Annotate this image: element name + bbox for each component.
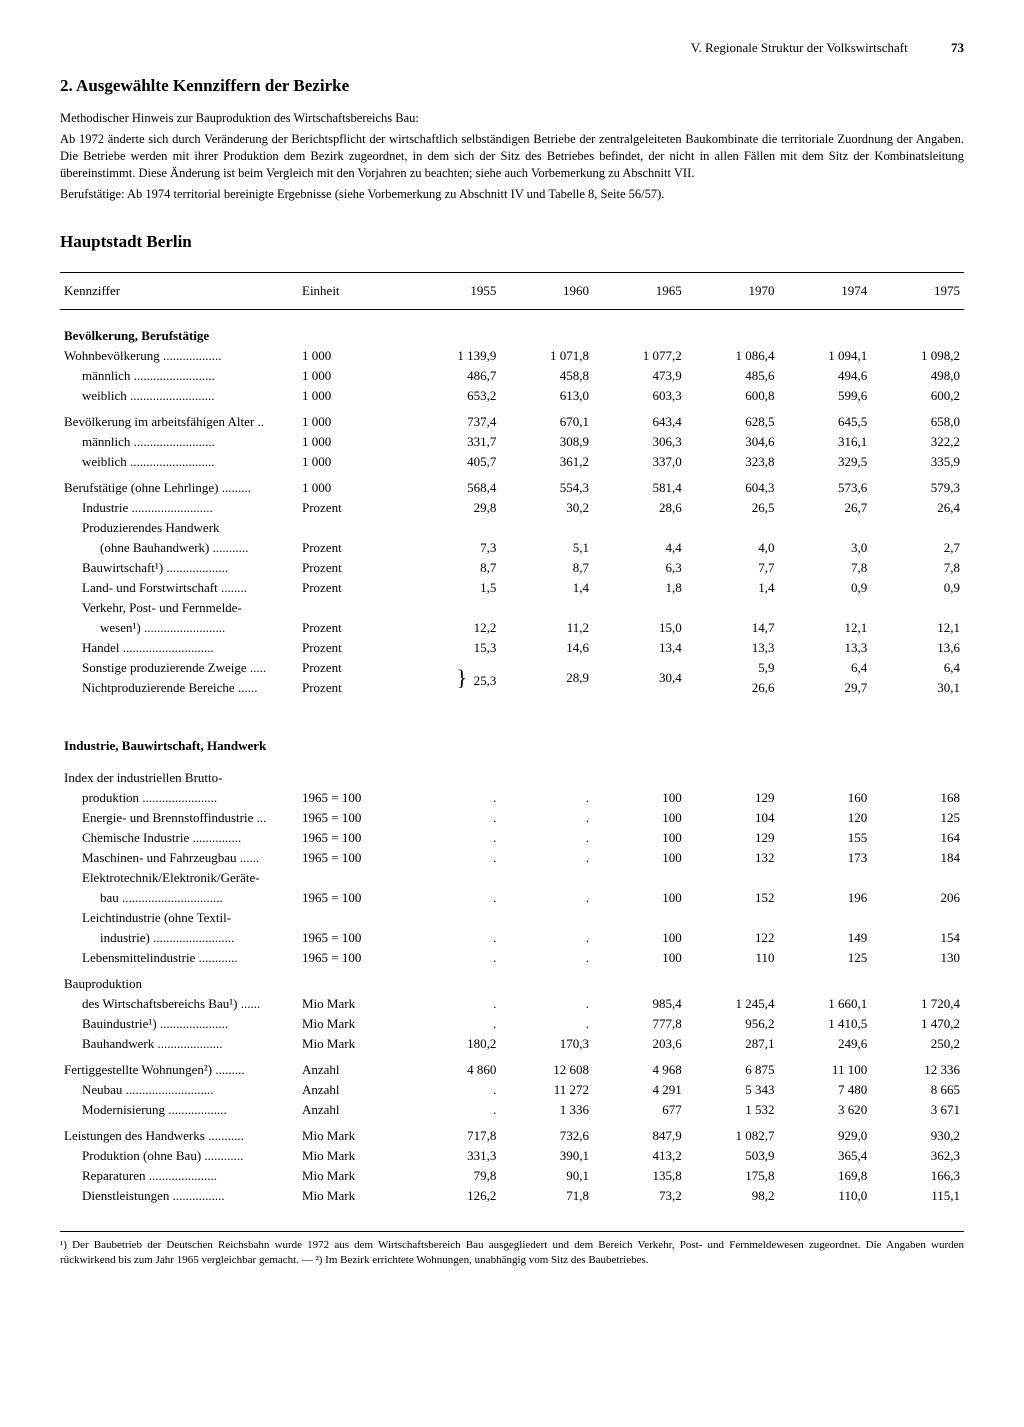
table-header-row: Kennziffer Einheit 1955 1960 1965 1970 1… <box>60 273 964 310</box>
table-row: Sonstige produzierende Zweige .....Proze… <box>60 658 964 678</box>
table-row: Handel ............................Proze… <box>60 638 964 658</box>
table-row: weiblich ..........................1 000… <box>60 452 964 472</box>
col-1974: 1974 <box>778 273 871 310</box>
table-row: (ohne Bauhandwerk) ...........Prozent7,3… <box>60 538 964 558</box>
brace-icon: } <box>457 665 468 690</box>
table-row: Bauindustrie¹) .....................Mio … <box>60 1014 964 1034</box>
intro-p2: Ab 1972 änderte sich durch Veränderung d… <box>60 131 964 182</box>
section-header: Bevölkerung, Berufstätige <box>60 310 964 347</box>
city-title: Hauptstadt Berlin <box>60 232 964 252</box>
table-row: Leichtindustrie (ohne Textil- <box>60 908 964 928</box>
table-row: Dienstleistungen ................Mio Mar… <box>60 1186 964 1206</box>
table-row: Lebensmittelindustrie ............1965 =… <box>60 948 964 968</box>
table-row: Index der industriellen Brutto- <box>60 756 964 788</box>
col-1960: 1960 <box>500 273 593 310</box>
intro-block: Methodischer Hinweis zur Bauproduktion d… <box>60 110 964 202</box>
table-row: Chemische Industrie ...............1965 … <box>60 828 964 848</box>
intro-p3: Berufstätige: Ab 1974 territorial berein… <box>60 186 964 203</box>
table-row: Verkehr, Post- und Fernmelde- <box>60 598 964 618</box>
col-1975: 1975 <box>871 273 964 310</box>
page-number: 73 <box>951 40 964 56</box>
table-row: Land- und Forstwirtschaft ........Prozen… <box>60 578 964 598</box>
table-row: Bauproduktion <box>60 968 964 994</box>
col-1955: 1955 <box>406 273 500 310</box>
table-row: Produktion (ohne Bau) ............Mio Ma… <box>60 1146 964 1166</box>
table-row: Berufstätige (ohne Lehrlinge) .........1… <box>60 472 964 498</box>
section-title: 2. Ausgewählte Kennziffern der Bezirke <box>60 76 964 96</box>
table-row: männlich .........................1 0003… <box>60 432 964 452</box>
col-1970: 1970 <box>686 273 779 310</box>
table-row: des Wirtschaftsbereichs Bau¹) ......Mio … <box>60 994 964 1014</box>
table-row: Fertiggestellte Wohnungen²) .........Anz… <box>60 1054 964 1080</box>
col-kennziffer: Kennziffer <box>60 273 298 310</box>
col-1965: 1965 <box>593 273 686 310</box>
table-row: Leistungen des Handwerks ...........Mio … <box>60 1120 964 1146</box>
table-row: Bauhandwerk ....................Mio Mark… <box>60 1034 964 1054</box>
table-row: Industrie .........................Proze… <box>60 498 964 518</box>
col-einheit: Einheit <box>298 273 406 310</box>
table-row: Bauwirtschaft¹) ...................Proze… <box>60 558 964 578</box>
page-header: V. Regionale Struktur der Volkswirtschaf… <box>60 40 964 56</box>
data-table: Kennziffer Einheit 1955 1960 1965 1970 1… <box>60 272 964 1206</box>
table-row: Energie- und Brennstoffindustrie ...1965… <box>60 808 964 828</box>
table-row: Elektrotechnik/Elektronik/Geräte- <box>60 868 964 888</box>
footnotes: ¹) Der Baubetrieb der Deutschen Reichsba… <box>60 1231 964 1267</box>
chapter-title: V. Regionale Struktur der Volkswirtschaf… <box>691 40 908 55</box>
table-row: Maschinen- und Fahrzeugbau ......1965 = … <box>60 848 964 868</box>
table-row: männlich .........................1 0004… <box>60 366 964 386</box>
section-header: Industrie, Bauwirtschaft, Handwerk <box>60 698 964 756</box>
table-row: wesen¹) .........................Prozent… <box>60 618 964 638</box>
table-row: Produzierendes Handwerk <box>60 518 964 538</box>
table-row: Bevölkerung im arbeitsfähigen Alter ..1 … <box>60 406 964 432</box>
table-row: weiblich ..........................1 000… <box>60 386 964 406</box>
table-row: bau ...............................1965 … <box>60 888 964 908</box>
table-row: industrie) .........................1965… <box>60 928 964 948</box>
table-row: Wohnbevölkerung ..................1 0001… <box>60 346 964 366</box>
table-row: produktion .......................1965 =… <box>60 788 964 808</box>
table-row: Modernisierung ..................Anzahl.… <box>60 1100 964 1120</box>
table-row: Neubau ...........................Anzahl… <box>60 1080 964 1100</box>
intro-p1: Methodischer Hinweis zur Bauproduktion d… <box>60 110 964 127</box>
table-row: Reparaturen .....................Mio Mar… <box>60 1166 964 1186</box>
